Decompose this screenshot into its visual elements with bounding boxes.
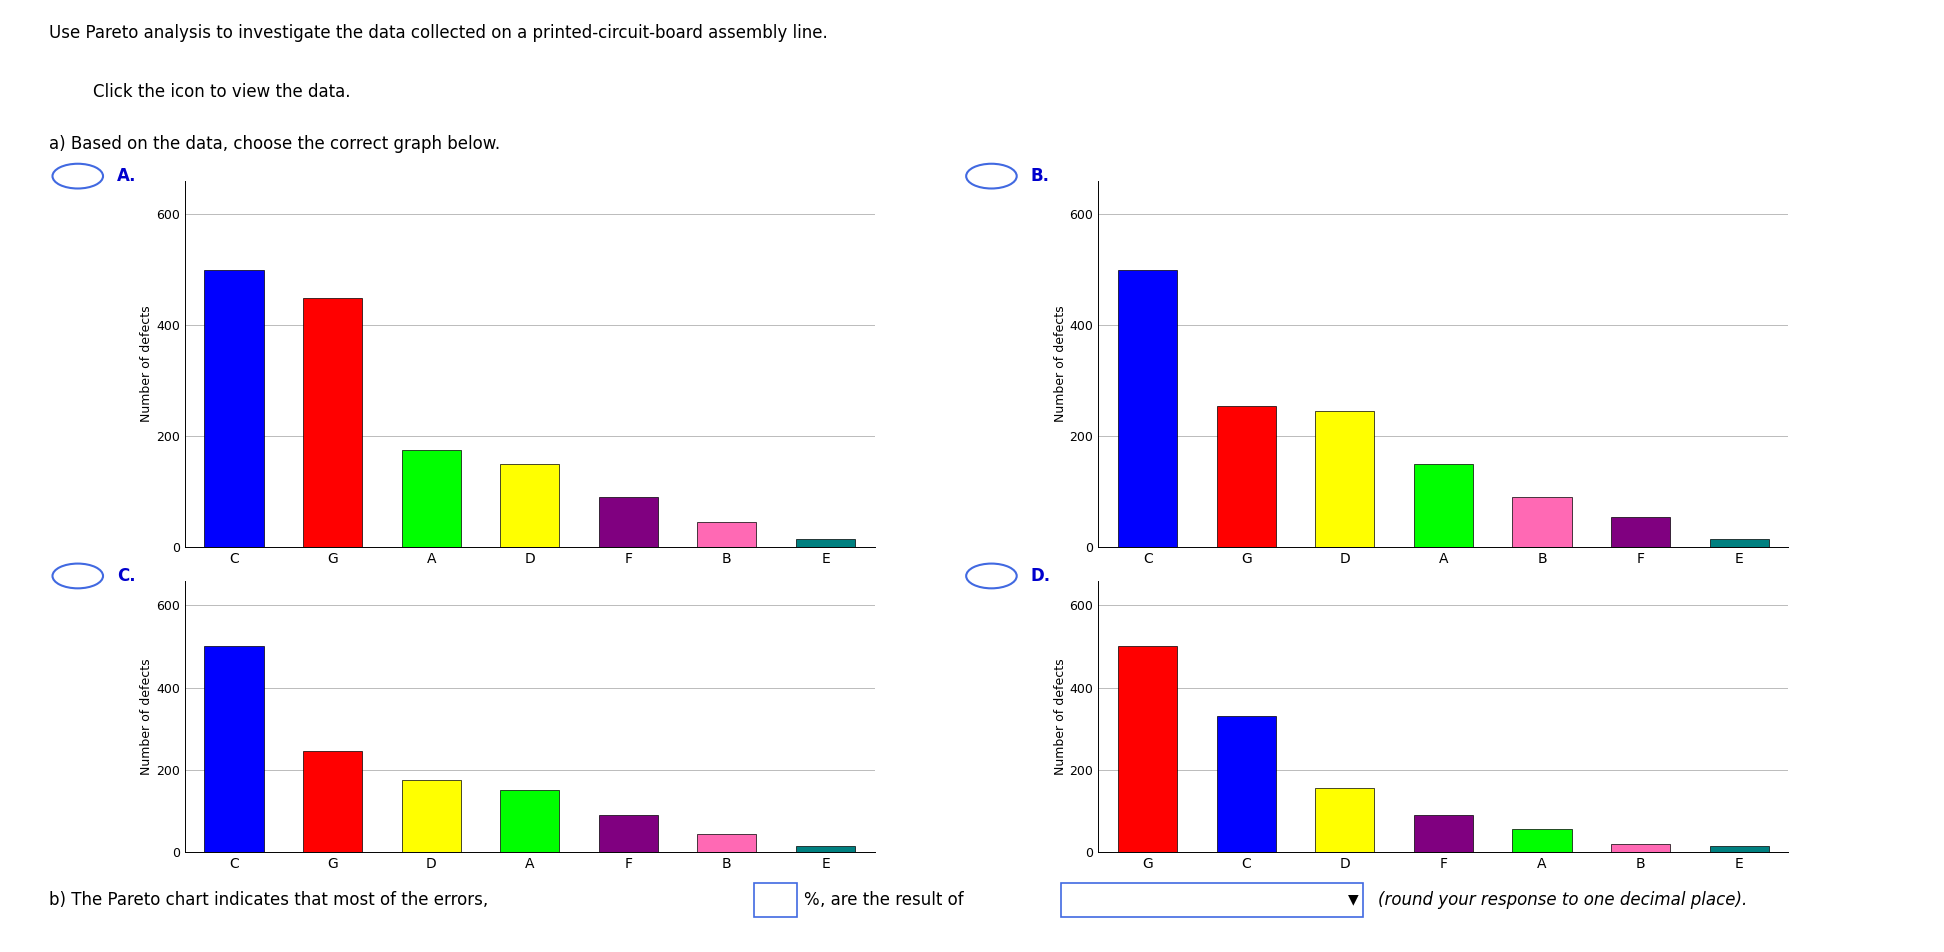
Bar [1316, 411, 1374, 547]
Text: D.: D. [1030, 567, 1050, 585]
Bar [500, 465, 560, 547]
Text: a) Based on the data, choose the correct graph below.: a) Based on the data, choose the correct… [49, 135, 500, 153]
Y-axis label: Number of defects: Number of defects [1054, 658, 1067, 775]
Bar [1217, 716, 1275, 852]
Bar [402, 450, 461, 547]
Bar [1217, 406, 1275, 547]
Bar [1512, 497, 1571, 547]
Bar [1612, 843, 1670, 852]
Text: (round your response to one decimal place).: (round your response to one decimal plac… [1378, 891, 1748, 908]
Bar [1709, 539, 1769, 547]
Bar [698, 834, 756, 852]
Text: A.: A. [117, 168, 136, 185]
Bar [1118, 646, 1178, 852]
Bar [402, 780, 461, 852]
Bar [1413, 815, 1474, 852]
Bar [795, 846, 855, 852]
Text: b) The Pareto chart indicates that most of the errors,: b) The Pareto chart indicates that most … [49, 891, 488, 908]
Text: C.: C. [117, 567, 136, 585]
Bar [303, 751, 362, 852]
Y-axis label: Number of defects: Number of defects [140, 658, 154, 775]
Bar [1118, 269, 1178, 547]
Y-axis label: Number of defects: Number of defects [140, 306, 154, 423]
Bar [204, 646, 264, 852]
Bar [204, 269, 264, 547]
Bar [1709, 846, 1769, 852]
Bar [599, 497, 657, 547]
Bar [303, 297, 362, 547]
Text: Use Pareto analysis to investigate the data collected on a printed-circuit-board: Use Pareto analysis to investigate the d… [49, 24, 828, 42]
Bar [1316, 788, 1374, 852]
Text: B.: B. [1030, 168, 1050, 185]
Bar [1413, 465, 1474, 547]
Bar [1612, 517, 1670, 547]
Text: ▼: ▼ [1349, 893, 1359, 906]
Text: %: % [803, 891, 818, 908]
Bar [1512, 829, 1571, 852]
Bar [698, 523, 756, 547]
Text: , are the result of: , are the result of [820, 891, 964, 908]
Bar [795, 539, 855, 547]
Bar [599, 815, 657, 852]
Bar [500, 790, 560, 852]
Y-axis label: Number of defects: Number of defects [1054, 306, 1067, 423]
Text: Click the icon to view the data.: Click the icon to view the data. [93, 83, 350, 101]
